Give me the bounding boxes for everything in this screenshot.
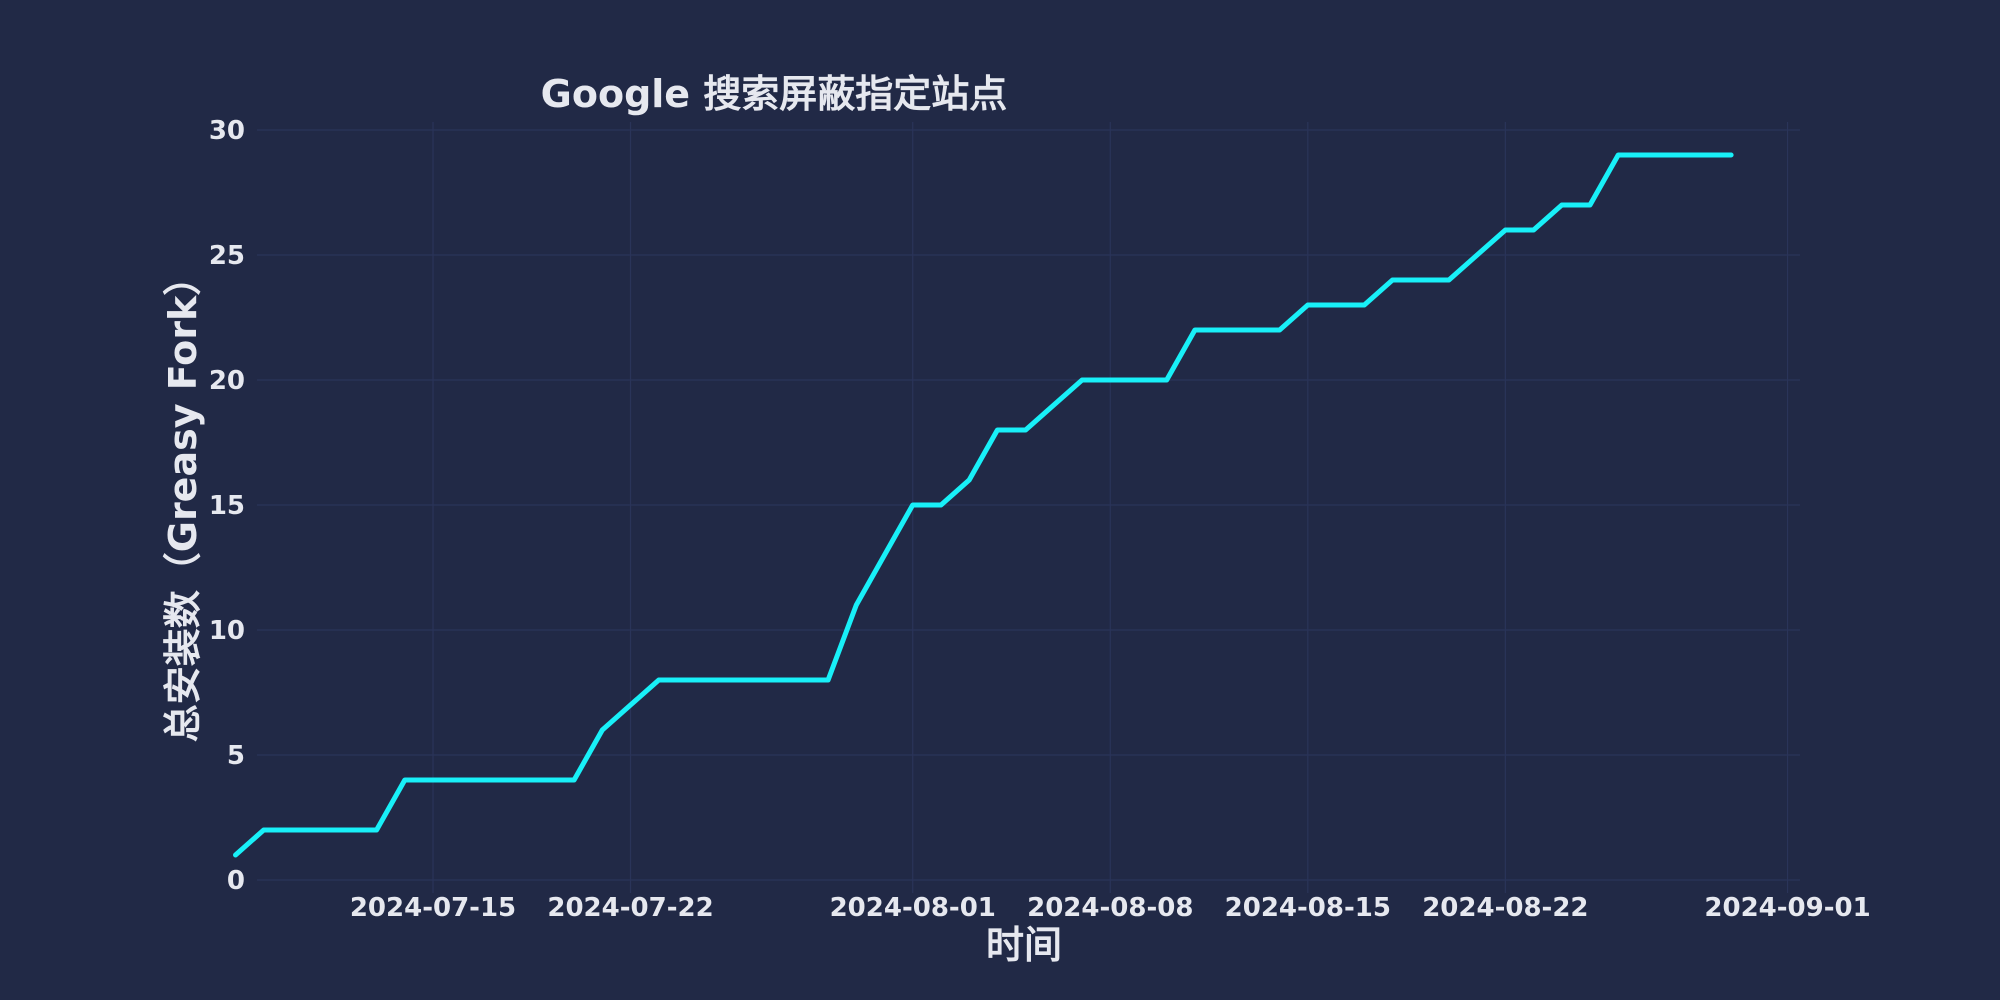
y-tick-label: 25	[209, 241, 245, 271]
x-axis-label: 时间	[986, 923, 1062, 967]
series-line	[233, 152, 1734, 858]
y-tick-label: 30	[209, 116, 245, 146]
chart-title: Google 搜索屏蔽指定站点	[541, 72, 1008, 116]
y-tick-label: 15	[209, 491, 245, 521]
y-tick-label: 5	[227, 741, 245, 771]
y-tick-label: 20	[209, 366, 245, 396]
y-tick-label: 10	[209, 616, 245, 646]
x-tick-label: 2024-08-15	[1225, 893, 1391, 923]
series-lines	[233, 152, 1734, 858]
tick-labels: 0 5 10 15 20 25 30 2024-07-15 2024-07-22 2024-08-…	[209, 116, 1871, 923]
grid-lines	[257, 122, 1800, 893]
x-tick-label: 2024-08-22	[1422, 893, 1588, 923]
x-tick-label: 2024-09-01	[1704, 893, 1870, 923]
y-axis-label: 总安装数（Greasy Fork）	[161, 258, 205, 743]
y-tick-label: 0	[227, 866, 245, 896]
x-tick-label: 2024-08-08	[1027, 893, 1193, 923]
x-tick-label: 2024-07-15	[350, 893, 516, 923]
x-tick-label: 2024-07-22	[547, 893, 713, 923]
x-tick-label: 2024-08-01	[830, 893, 996, 923]
